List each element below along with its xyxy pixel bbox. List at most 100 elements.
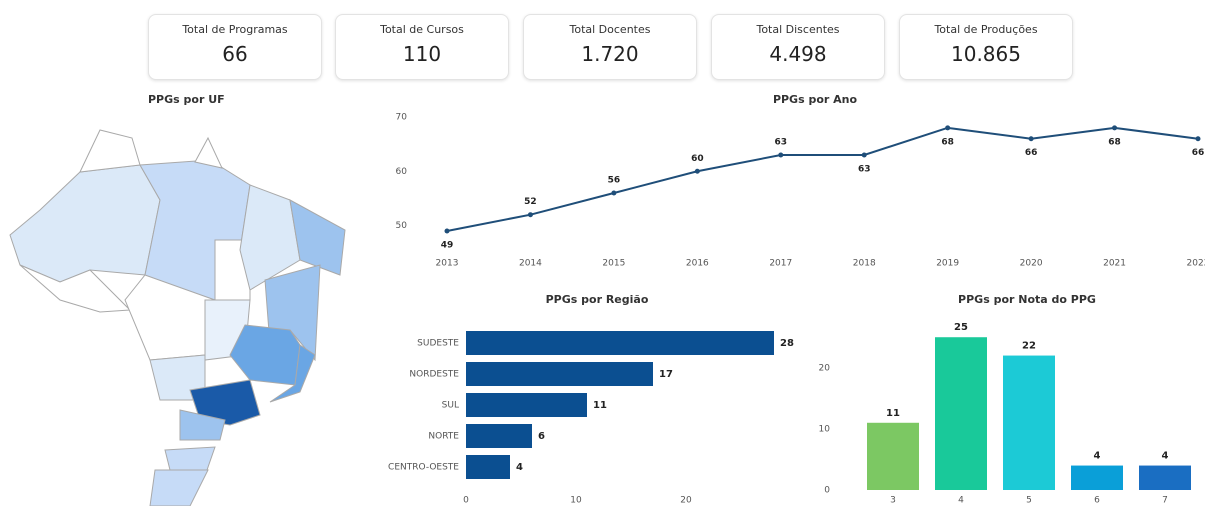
kpi-label: Total de Programas — [182, 23, 288, 36]
bar — [935, 337, 987, 490]
data-label: 11 — [886, 408, 900, 419]
point — [611, 190, 617, 196]
x-tick-label: 2016 — [686, 259, 709, 269]
bar — [466, 455, 510, 479]
y-tick-label: 10 — [819, 424, 831, 434]
kpi-value: 10.865 — [951, 42, 1021, 66]
data-label: 66 — [1192, 148, 1205, 158]
state — [239, 184, 301, 291]
data-label: 68 — [1108, 137, 1121, 147]
x-tick-label: 2013 — [436, 259, 459, 269]
kpi-label: Total de Produções — [934, 23, 1038, 36]
state — [179, 409, 226, 441]
x-tick-label: 3 — [890, 496, 896, 506]
point — [945, 125, 951, 131]
bar — [867, 422, 919, 490]
x-tick-label: 6 — [1094, 496, 1100, 506]
kpi-card: Total Discentes 4.498 — [711, 14, 885, 80]
y-tick-label: SUL — [442, 401, 459, 411]
state — [194, 136, 223, 169]
data-label: 25 — [954, 322, 968, 333]
x-tick-label: 10 — [570, 496, 582, 506]
data-label: 4 — [1094, 451, 1101, 462]
x-tick-label: 2021 — [1103, 259, 1126, 269]
bar — [466, 424, 532, 448]
data-label: 28 — [780, 338, 794, 349]
y-tick-label: 0 — [824, 486, 830, 496]
point — [861, 152, 867, 158]
data-label: 4 — [1162, 451, 1169, 462]
data-label: 11 — [593, 400, 607, 411]
data-label: 17 — [659, 369, 673, 380]
y-tick-label: 50 — [396, 221, 408, 231]
x-tick-label: 4 — [958, 496, 964, 506]
kpi-value: 4.498 — [769, 42, 827, 66]
bar — [466, 393, 587, 417]
x-tick-label: 2017 — [769, 259, 792, 269]
x-tick-label: 2018 — [853, 259, 876, 269]
x-tick-label: 2022 — [1187, 259, 1205, 269]
chart-title: PPGs por Nota do PPG — [958, 293, 1096, 306]
kpi-value: 1.720 — [581, 42, 639, 66]
kpi-label: Total de Cursos — [380, 23, 464, 36]
bar — [1139, 465, 1191, 490]
state — [79, 129, 141, 173]
data-label: 56 — [608, 175, 621, 185]
state — [164, 446, 216, 471]
y-tick-label: 70 — [396, 113, 408, 123]
bar — [466, 331, 774, 355]
kpi-card: Total de Cursos 110 — [335, 14, 509, 80]
bar — [1003, 355, 1055, 490]
data-label: 63 — [775, 137, 788, 147]
line-series — [446, 126, 1199, 232]
data-label: 52 — [524, 197, 537, 207]
point — [778, 152, 784, 158]
y-tick-label: NORTE — [428, 432, 459, 442]
data-label: 49 — [441, 240, 454, 250]
y-tick-label: SUDESTE — [417, 339, 459, 349]
data-label: 63 — [858, 164, 871, 174]
state — [9, 164, 161, 283]
state — [269, 344, 316, 403]
point — [1028, 136, 1034, 142]
x-tick-label: 20 — [680, 496, 692, 506]
kpi-value: 110 — [402, 42, 442, 66]
chart-title: PPGs por Ano — [773, 93, 858, 106]
kpi-card: Total de Produções 10.865 — [899, 14, 1073, 80]
kpi-card: Total Docentes 1.720 — [523, 14, 697, 80]
chart-title: PPGs por Região — [546, 293, 649, 306]
state — [149, 469, 209, 506]
bar — [1071, 465, 1123, 490]
kpi-label: Total Discentes — [756, 23, 840, 36]
x-tick-label: 2019 — [936, 259, 959, 269]
data-label: 60 — [691, 154, 704, 164]
state — [289, 199, 346, 276]
y-tick-label: 60 — [396, 167, 408, 177]
data-label: 6 — [538, 431, 545, 442]
kpi-value: 66 — [222, 42, 248, 66]
data-label: 68 — [941, 137, 954, 147]
y-tick-label: CENTRO-OESTE — [388, 463, 459, 473]
x-tick-label: 2014 — [519, 259, 542, 269]
x-tick-label: 7 — [1162, 496, 1168, 506]
y-tick-label: 20 — [819, 363, 831, 373]
chart-title: PPGs por UF — [148, 93, 225, 106]
bar — [466, 362, 653, 386]
point — [527, 212, 533, 218]
x-tick-label: 5 — [1026, 496, 1032, 506]
point — [694, 168, 700, 174]
x-tick-label: 0 — [463, 496, 469, 506]
data-label: 22 — [1022, 341, 1036, 352]
brazil-map-shapes — [9, 129, 346, 506]
y-tick-label: NORDESTE — [409, 370, 459, 380]
x-tick-label: 2020 — [1020, 259, 1043, 269]
kpi-card: Total de Programas 66 — [148, 14, 322, 80]
state — [229, 324, 301, 386]
point — [1195, 136, 1201, 142]
kpi-label: Total Docentes — [569, 23, 651, 36]
data-label: 66 — [1025, 148, 1038, 158]
x-tick-label: 2015 — [602, 259, 625, 269]
point — [1112, 125, 1118, 131]
